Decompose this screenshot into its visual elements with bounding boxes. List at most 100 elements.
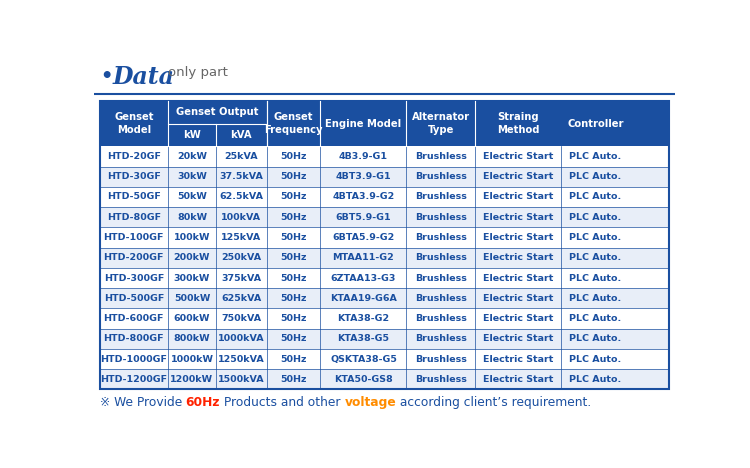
- Text: HTD-800GF: HTD-800GF: [104, 334, 164, 344]
- Text: MTAA11-G2: MTAA11-G2: [332, 253, 394, 262]
- Text: 50kW: 50kW: [177, 192, 207, 201]
- Text: PLC Auto.: PLC Auto.: [569, 294, 622, 303]
- Text: Brushless: Brushless: [415, 375, 466, 384]
- Text: Brushless: Brushless: [415, 334, 466, 344]
- Text: PLC Auto.: PLC Auto.: [569, 273, 622, 283]
- Text: Controller: Controller: [567, 119, 623, 129]
- Text: Genset
Frequency: Genset Frequency: [265, 112, 323, 135]
- Bar: [100, 308, 669, 329]
- Text: 50Hz: 50Hz: [280, 233, 307, 242]
- Text: voltage: voltage: [344, 396, 396, 410]
- Text: HTD-1000GF: HTD-1000GF: [100, 355, 167, 364]
- Text: Electric Start: Electric Start: [483, 273, 554, 283]
- Bar: [100, 288, 669, 308]
- Text: PLC Auto.: PLC Auto.: [569, 233, 622, 242]
- Bar: [100, 207, 669, 227]
- Text: 625kVA: 625kVA: [221, 294, 262, 303]
- Text: HTD-300GF: HTD-300GF: [104, 273, 164, 283]
- Bar: [100, 329, 669, 349]
- Text: 250kVA: 250kVA: [221, 253, 262, 262]
- Text: Genset
Model: Genset Model: [114, 112, 154, 135]
- Text: ※ We Provide: ※ We Provide: [100, 396, 186, 410]
- Text: 20kW: 20kW: [177, 152, 207, 161]
- Text: 50Hz: 50Hz: [280, 355, 307, 364]
- Text: 80kW: 80kW: [177, 212, 207, 222]
- Text: PLC Auto.: PLC Auto.: [569, 212, 622, 222]
- Text: Brushless: Brushless: [415, 314, 466, 323]
- Text: only part: only part: [168, 66, 228, 79]
- Text: 100kW: 100kW: [174, 233, 210, 242]
- Text: kVA: kVA: [230, 130, 252, 140]
- Text: kW: kW: [183, 130, 201, 140]
- Bar: [100, 101, 669, 146]
- Text: 6ZTAA13-G3: 6ZTAA13-G3: [331, 273, 396, 283]
- Text: Electric Start: Electric Start: [483, 172, 554, 181]
- Text: Brushless: Brushless: [415, 233, 466, 242]
- Text: Data: Data: [112, 65, 174, 89]
- Text: 50Hz: 50Hz: [280, 192, 307, 201]
- Text: Brushless: Brushless: [415, 172, 466, 181]
- Text: HTD-80GF: HTD-80GF: [106, 212, 161, 222]
- Text: Electric Start: Electric Start: [483, 294, 554, 303]
- Text: HTD-200GF: HTD-200GF: [104, 253, 164, 262]
- Text: 50Hz: 50Hz: [280, 253, 307, 262]
- Text: 4BT3.9-G1: 4BT3.9-G1: [336, 172, 392, 181]
- Text: HTD-100GF: HTD-100GF: [104, 233, 164, 242]
- Text: HTD-600GF: HTD-600GF: [104, 314, 164, 323]
- Text: PLC Auto.: PLC Auto.: [569, 355, 622, 364]
- Text: 200kW: 200kW: [174, 253, 210, 262]
- Text: HTD-1200GF: HTD-1200GF: [100, 375, 167, 384]
- Text: 125kVA: 125kVA: [221, 233, 262, 242]
- Text: 800kW: 800kW: [174, 334, 210, 344]
- Text: PLC Auto.: PLC Auto.: [569, 192, 622, 201]
- Text: KTAA19-G6A: KTAA19-G6A: [330, 294, 397, 303]
- Bar: [100, 227, 669, 248]
- Bar: [100, 167, 669, 187]
- Text: 4B3.9-G1: 4B3.9-G1: [339, 152, 388, 161]
- Bar: [100, 268, 669, 288]
- Text: Brushless: Brushless: [415, 192, 466, 201]
- Text: QSKTA38-G5: QSKTA38-G5: [330, 355, 397, 364]
- Text: PLC Auto.: PLC Auto.: [569, 375, 622, 384]
- Text: 1500kVA: 1500kVA: [218, 375, 265, 384]
- Text: Genset Output: Genset Output: [176, 108, 259, 117]
- Text: HTD-20GF: HTD-20GF: [106, 152, 160, 161]
- Text: Brushless: Brushless: [415, 253, 466, 262]
- Text: 1000kVA: 1000kVA: [218, 334, 265, 344]
- Bar: [100, 349, 669, 369]
- Text: Products and other: Products and other: [220, 396, 344, 410]
- Text: Electric Start: Electric Start: [483, 233, 554, 242]
- Text: Electric Start: Electric Start: [483, 152, 554, 161]
- Text: 375kVA: 375kVA: [221, 273, 262, 283]
- Text: 37.5kVA: 37.5kVA: [220, 172, 263, 181]
- Text: 1200kW: 1200kW: [170, 375, 214, 384]
- Text: 6BT5.9-G1: 6BT5.9-G1: [336, 212, 392, 222]
- Text: Brushless: Brushless: [415, 294, 466, 303]
- Text: 750kVA: 750kVA: [221, 314, 262, 323]
- Text: 25kVA: 25kVA: [224, 152, 258, 161]
- Bar: [100, 146, 669, 167]
- Text: Alternator
Type: Alternator Type: [412, 112, 470, 135]
- Text: HTD-30GF: HTD-30GF: [107, 172, 160, 181]
- Text: Electric Start: Electric Start: [483, 253, 554, 262]
- Text: Engine Model: Engine Model: [326, 119, 401, 129]
- Text: PLC Auto.: PLC Auto.: [569, 253, 622, 262]
- Text: •: •: [100, 67, 113, 86]
- Text: according client’s requirement.: according client’s requirement.: [396, 396, 592, 410]
- Text: Electric Start: Electric Start: [483, 334, 554, 344]
- Text: 62.5kVA: 62.5kVA: [220, 192, 263, 201]
- Text: KTA50-GS8: KTA50-GS8: [334, 375, 393, 384]
- Text: PLC Auto.: PLC Auto.: [569, 314, 622, 323]
- Text: 60Hz: 60Hz: [186, 396, 220, 410]
- Bar: [100, 187, 669, 207]
- Text: PLC Auto.: PLC Auto.: [569, 152, 622, 161]
- Text: 50Hz: 50Hz: [280, 273, 307, 283]
- Bar: [100, 248, 669, 268]
- Text: 100kVA: 100kVA: [221, 212, 262, 222]
- Text: Brushless: Brushless: [415, 152, 466, 161]
- Text: 50Hz: 50Hz: [280, 172, 307, 181]
- Text: PLC Auto.: PLC Auto.: [569, 172, 622, 181]
- Text: Electric Start: Electric Start: [483, 355, 554, 364]
- Text: HTD-500GF: HTD-500GF: [104, 294, 164, 303]
- Text: Electric Start: Electric Start: [483, 212, 554, 222]
